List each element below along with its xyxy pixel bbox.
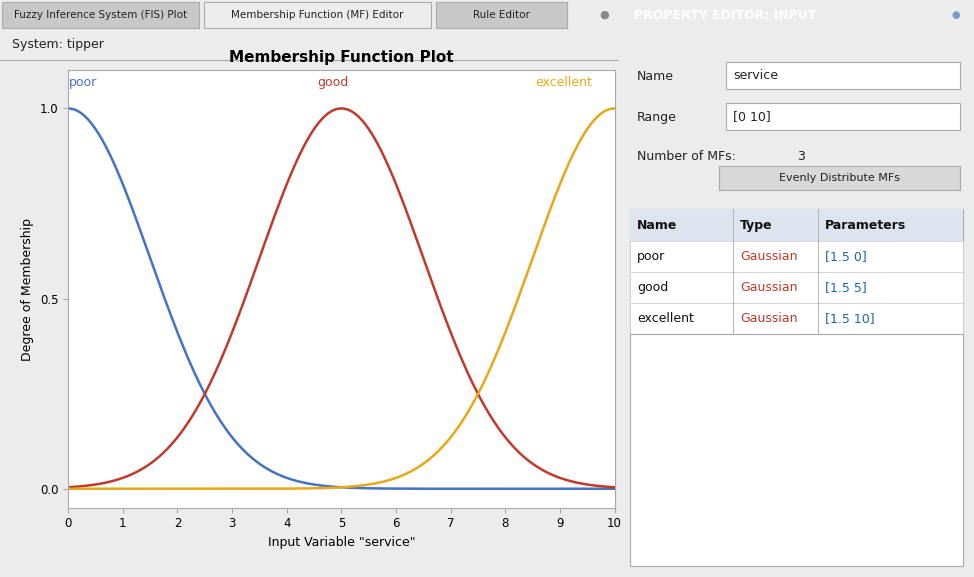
Text: Parameters: Parameters (825, 219, 907, 231)
X-axis label: Input Variable "service": Input Variable "service" (268, 536, 415, 549)
Text: excellent: excellent (536, 76, 592, 89)
Text: Name: Name (637, 70, 674, 83)
FancyBboxPatch shape (204, 2, 431, 28)
Bar (630, 241, 963, 272)
Text: Rule Editor: Rule Editor (473, 10, 530, 20)
Bar (630, 272, 963, 303)
Text: ●: ● (599, 10, 609, 20)
Bar (719, 166, 959, 190)
Text: [1.5 10]: [1.5 10] (825, 312, 875, 325)
Bar (630, 334, 963, 566)
Text: Evenly Distribute MFs: Evenly Distribute MFs (779, 173, 900, 183)
Y-axis label: Degree of Membership: Degree of Membership (21, 218, 34, 361)
Text: Gaussian: Gaussian (740, 281, 798, 294)
Text: 3: 3 (797, 151, 805, 163)
Text: Name: Name (637, 219, 678, 231)
Text: PROPERTY EDITOR: INPUT: PROPERTY EDITOR: INPUT (634, 9, 816, 21)
Bar (630, 209, 963, 241)
Text: [1.5 0]: [1.5 0] (825, 250, 867, 263)
FancyBboxPatch shape (436, 2, 568, 28)
Text: good: good (637, 281, 668, 294)
FancyBboxPatch shape (3, 2, 199, 28)
Text: good: good (317, 76, 348, 89)
Text: System: tipper: System: tipper (13, 38, 104, 51)
Text: poor: poor (637, 250, 665, 263)
Bar (726, 62, 959, 88)
Text: excellent: excellent (637, 312, 694, 325)
Text: Membership Function (MF) Editor: Membership Function (MF) Editor (231, 10, 403, 20)
Text: [1.5 5]: [1.5 5] (825, 281, 867, 294)
Text: poor: poor (69, 76, 97, 89)
Title: Membership Function Plot: Membership Function Plot (229, 50, 454, 65)
Bar (630, 303, 963, 334)
Text: Fuzzy Inference System (FIS) Plot: Fuzzy Inference System (FIS) Plot (14, 10, 187, 20)
Text: [0 10]: [0 10] (732, 110, 770, 123)
Text: Number of MFs:: Number of MFs: (637, 151, 736, 163)
Text: Gaussian: Gaussian (740, 312, 798, 325)
Text: service: service (732, 69, 778, 82)
Text: ●: ● (952, 10, 959, 20)
Text: Gaussian: Gaussian (740, 250, 798, 263)
Bar (726, 103, 959, 130)
Bar (630, 209, 963, 334)
Text: Range: Range (637, 111, 677, 124)
Text: Type: Type (740, 219, 772, 231)
